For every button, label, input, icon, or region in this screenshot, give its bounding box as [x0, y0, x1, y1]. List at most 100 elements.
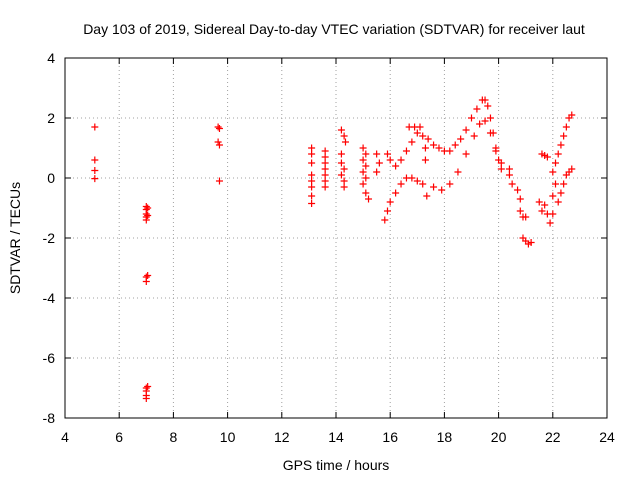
- data-point-marker: [397, 180, 405, 188]
- data-point-marker: [321, 183, 329, 191]
- data-point-marker: [340, 165, 348, 173]
- data-point-marker: [552, 180, 560, 188]
- data-point-marker: [91, 156, 99, 164]
- data-point-marker: [308, 192, 316, 200]
- data-point-marker: [476, 120, 484, 128]
- data-point-marker: [486, 129, 494, 137]
- data-point-marker: [549, 192, 557, 200]
- data-point-marker: [341, 138, 349, 146]
- data-point-marker: [308, 183, 316, 191]
- data-point-marker: [397, 156, 405, 164]
- data-point-marker: [144, 272, 152, 279]
- data-point-marker: [549, 210, 557, 218]
- data-point-marker: [421, 144, 429, 152]
- data-point-marker: [359, 156, 367, 164]
- data-point-marker: [337, 150, 345, 158]
- data-point-marker: [308, 177, 316, 185]
- data-point-marker: [462, 126, 470, 134]
- data-point-marker: [560, 132, 568, 140]
- data-point-marker: [337, 126, 345, 134]
- data-point-marker: [549, 168, 557, 176]
- data-point-marker: [535, 198, 543, 206]
- data-point-marker: [144, 204, 152, 212]
- data-point-marker: [340, 132, 348, 140]
- data-point-marker: [359, 168, 367, 176]
- y-tick-label: 2: [47, 110, 55, 126]
- data-point-marker: [362, 162, 370, 170]
- data-point-marker: [142, 278, 150, 285]
- data-point-marker: [383, 207, 391, 215]
- data-point-marker: [430, 141, 438, 149]
- data-point-marker: [321, 153, 329, 161]
- data-point-marker: [481, 117, 489, 125]
- data-point-marker: [484, 102, 492, 110]
- y-tick-label: -4: [43, 290, 56, 306]
- data-point-marker: [568, 111, 576, 119]
- data-point-marker: [144, 212, 152, 219]
- data-point-marker: [308, 171, 316, 179]
- data-point-marker: [554, 198, 562, 206]
- x-axis-label: GPS time / hours: [283, 457, 390, 473]
- data-point-marker: [362, 189, 370, 197]
- data-point-marker: [554, 150, 562, 158]
- data-point-marker: [402, 147, 410, 155]
- x-tick-label: 14: [328, 429, 344, 445]
- data-point-marker: [392, 189, 400, 197]
- data-point-marker: [386, 198, 394, 206]
- x-tick-labels: 4 6 8 10 12 14 16 18 20 22 24: [61, 429, 615, 445]
- data-point-marker: [505, 165, 513, 173]
- data-point-marker: [337, 171, 345, 179]
- data-point-marker: [337, 159, 345, 167]
- data-point-marker: [421, 156, 429, 164]
- data-point-marker: [413, 129, 421, 137]
- data-point-marker: [430, 183, 438, 191]
- data-point-marker: [560, 180, 568, 188]
- data-point-marker: [308, 144, 316, 152]
- data-point-marker: [340, 177, 348, 185]
- data-point-marker: [486, 114, 494, 122]
- data-point-marker: [321, 147, 329, 155]
- data-point-marker: [362, 174, 370, 182]
- data-point-marker: [321, 165, 329, 173]
- data-point-marker: [383, 150, 391, 158]
- x-tick-label: 6: [115, 429, 123, 445]
- x-tick-label: 22: [545, 429, 561, 445]
- data-point-marker: [381, 216, 389, 224]
- data-point-marker: [359, 144, 367, 152]
- data-point-marker: [481, 96, 489, 104]
- y-tick-labels: -8 -6 -4 -2 0 2 4: [43, 50, 56, 426]
- x-tick-label: 8: [170, 429, 178, 445]
- data-point-marker: [214, 123, 222, 131]
- data-point-marker: [144, 383, 152, 390]
- y-tick-label: 0: [47, 170, 55, 186]
- data-point-marker: [546, 219, 554, 227]
- chart-title: Day 103 of 2019, Sidereal Day-to-day VTE…: [83, 21, 585, 37]
- data-point-marker: [142, 216, 150, 224]
- data-point-marker: [470, 132, 478, 140]
- data-point-marker: [552, 159, 560, 167]
- data-point-marker: [392, 162, 400, 170]
- data-point-marker: [457, 135, 465, 143]
- data-point-marker: [454, 168, 462, 176]
- x-tick-label: 16: [382, 429, 398, 445]
- x-tick-label: 18: [437, 429, 453, 445]
- data-point-marker: [413, 177, 421, 185]
- data-point-marker: [359, 180, 367, 188]
- data-point-marker: [321, 177, 329, 185]
- data-point-marker: [373, 168, 381, 176]
- data-point-marker: [424, 135, 432, 143]
- data-point-marker: [568, 165, 576, 173]
- data-point-marker: [541, 201, 549, 209]
- data-point-marker: [373, 150, 381, 158]
- data-point-marker: [365, 195, 373, 203]
- data-point-marker: [375, 159, 383, 167]
- axis-ticks: [64, 57, 608, 419]
- x-tick-label: 10: [220, 429, 236, 445]
- y-tick-label: -8: [43, 410, 56, 426]
- data-point-marker: [468, 114, 475, 122]
- data-point-marker: [215, 177, 223, 185]
- data-point-marker: [451, 141, 459, 149]
- data-point-marker: [408, 138, 416, 146]
- data-point-marker: [538, 207, 546, 215]
